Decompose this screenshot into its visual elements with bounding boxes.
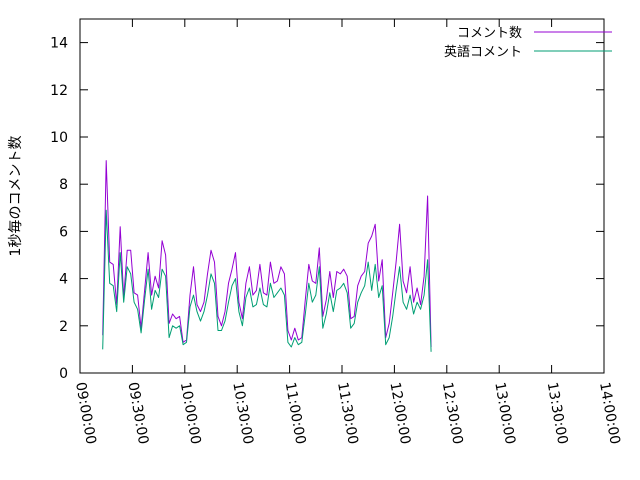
y-tick-label: 8 — [59, 177, 68, 193]
y-tick-label: 6 — [59, 224, 68, 240]
series-line-comment-count — [102, 160, 432, 348]
legend-label-comment-count: コメント数 — [457, 26, 522, 41]
y-tick-label: 14 — [50, 36, 68, 52]
y-tick-label: 12 — [50, 83, 68, 99]
series-line-english-comments — [102, 209, 432, 352]
y-tick-label: 2 — [59, 319, 68, 335]
legend: コメント数 英語コメント — [444, 26, 612, 60]
legend-label-english-comments: 英語コメント — [444, 44, 522, 60]
plot-marks — [102, 160, 432, 352]
y-tick-label: 4 — [59, 272, 68, 288]
y-tick-label: 0 — [59, 366, 68, 382]
y-tick-label: 10 — [50, 130, 68, 146]
y-axis-label: 1秒毎のコメント数 — [8, 136, 24, 257]
